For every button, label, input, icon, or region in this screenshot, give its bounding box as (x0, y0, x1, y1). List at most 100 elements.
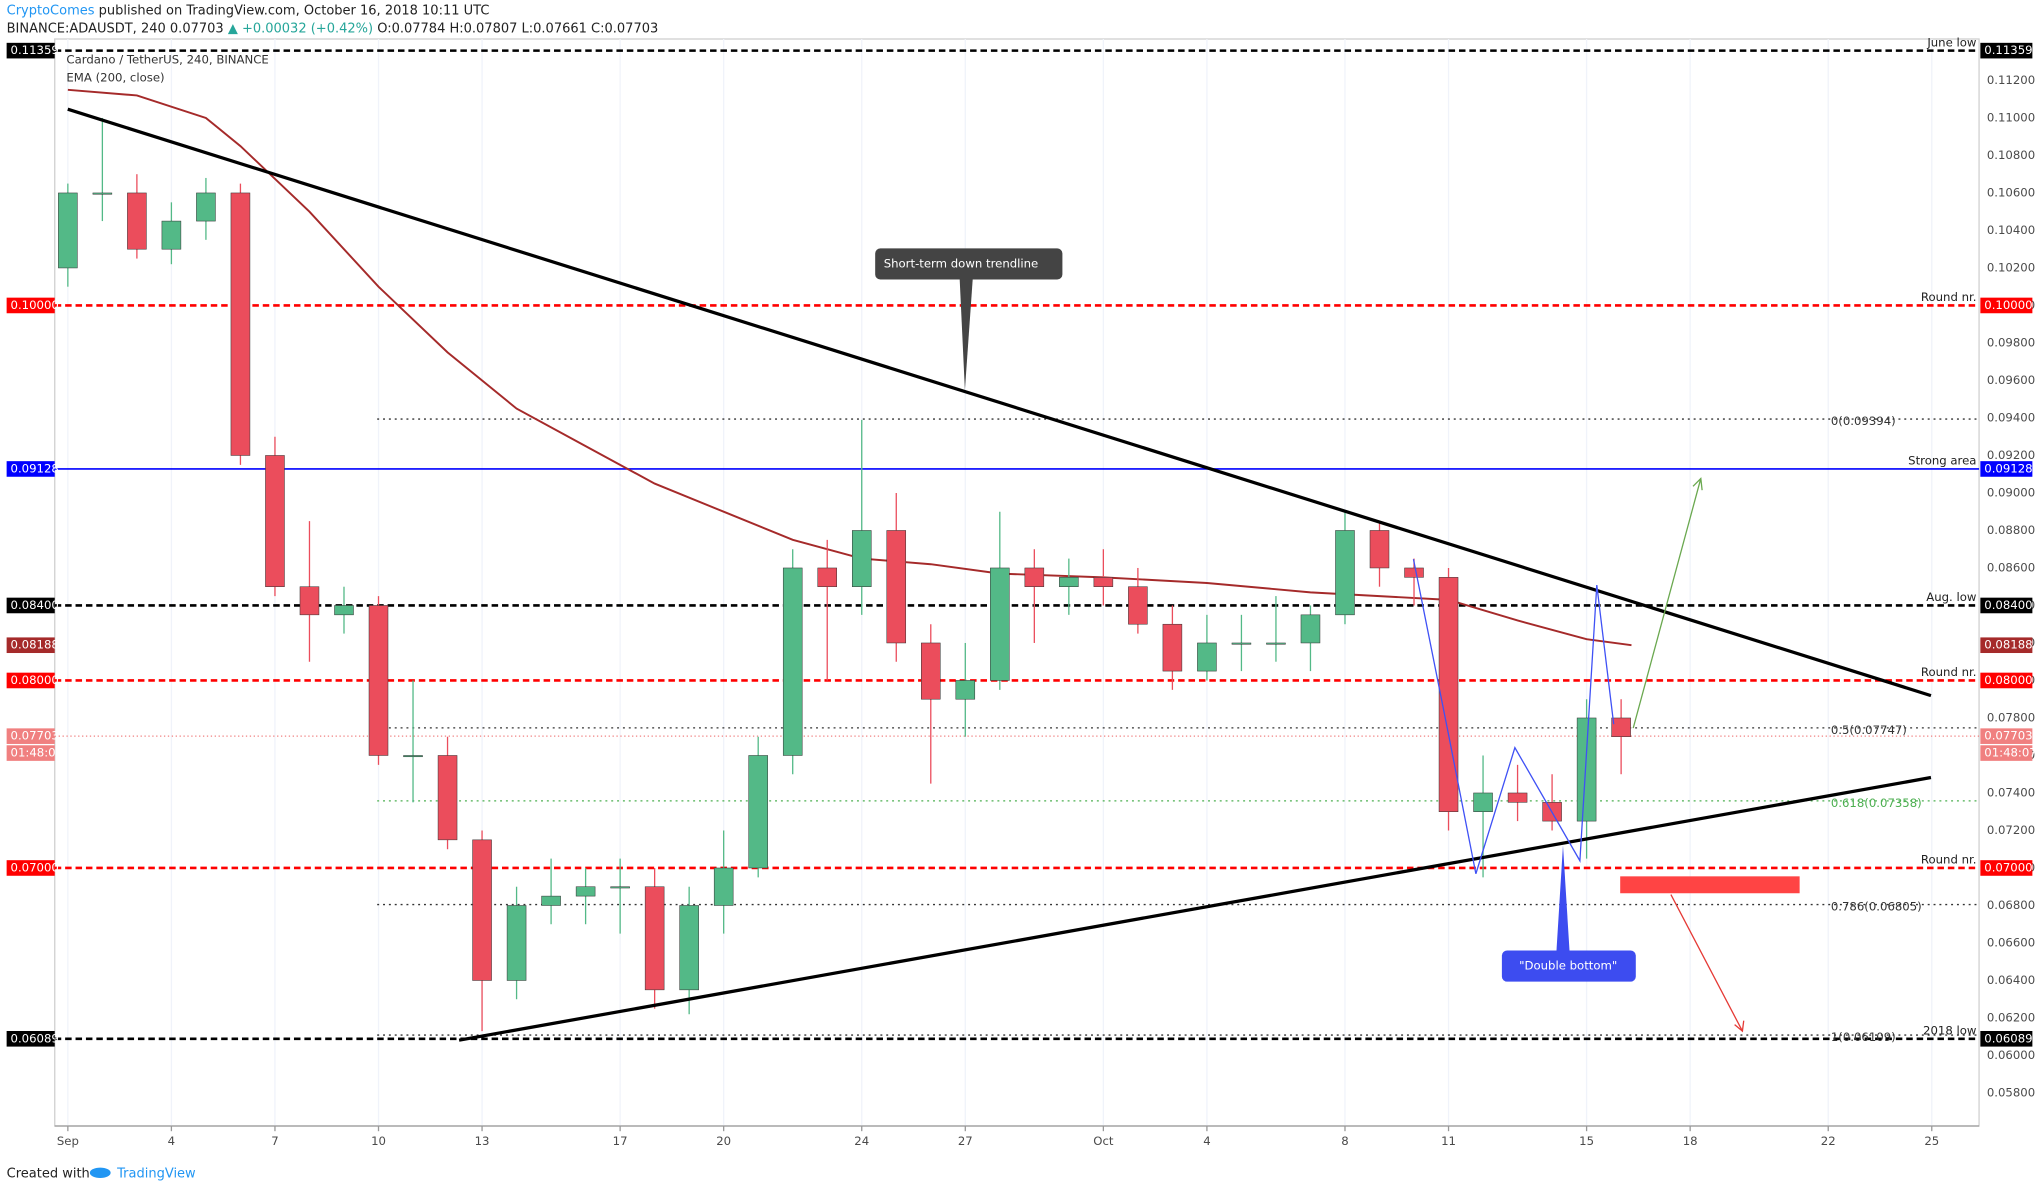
level-label: Round nr. (1921, 853, 1977, 867)
candle-body (1162, 623, 1183, 672)
last: 0.07703 (170, 21, 224, 36)
ema-tag: 0.08188 (1984, 638, 2032, 652)
x-tick-label: Sep (57, 1134, 79, 1148)
level-tag-box (6, 860, 55, 876)
change: ▲ +0.00032 (+0.42%) (228, 21, 373, 36)
y-tick-label: 0.08800 (1987, 523, 2035, 537)
candle (403, 680, 423, 803)
fib-label: 0.618(0.07358) (1831, 796, 1922, 810)
ema-tag-box (6, 637, 55, 654)
candle-body (1197, 642, 1217, 672)
candle-body (644, 886, 665, 991)
ema-legend: EMA (200, close) (66, 71, 164, 85)
candle (1128, 567, 1148, 634)
pattern-zigzag (1412, 558, 1615, 874)
candle-body (1507, 792, 1528, 803)
candle (437, 736, 458, 850)
candle (230, 183, 251, 465)
level-tag-box (1980, 42, 2033, 59)
y-tick-label: 0.09400 (1987, 410, 2035, 424)
level-tag: 0.06089 (1984, 1031, 2032, 1045)
candle (196, 177, 216, 240)
level-tag: 0.08000 (11, 673, 59, 687)
y-tick-label: 0.07400 (1987, 785, 2035, 799)
price-axis (1980, 39, 2039, 1126)
level-tag: 0.10000 (11, 298, 59, 312)
candle (58, 183, 78, 287)
level-tag: 0.08400 (11, 598, 59, 612)
candle (127, 174, 147, 259)
level-tag-box (1980, 1030, 2033, 1047)
candle-body (1231, 642, 1252, 645)
y-tick-label: 0.06000 (1987, 1048, 2035, 1062)
candle-body (1404, 567, 1424, 578)
level-tag-box (6, 672, 55, 689)
candle (1231, 614, 1252, 672)
candle-body (1335, 530, 1355, 616)
ema-tag: 0.08188 (11, 638, 59, 652)
y-tick-label: 0.09000 (1987, 485, 2035, 499)
ema (67, 88, 1632, 647)
x-tick-label: 17 (613, 1134, 628, 1148)
footer-brand[interactable]: TradingView (116, 1167, 196, 1182)
level-label: Round nr. (1921, 665, 1977, 679)
candle (851, 419, 872, 615)
level-tag-box (6, 42, 55, 59)
countdown-box (1980, 745, 2033, 761)
candle (921, 624, 941, 784)
y-tick-label: 0.06600 (1987, 935, 2035, 949)
fib-label: 1(0.06109) (1831, 1030, 1896, 1044)
y-tick-label: 0.07200 (1987, 823, 2035, 837)
y-tick-label: 0.10600 (1987, 185, 2035, 199)
arrow-head (1692, 477, 1703, 491)
candle (575, 867, 596, 925)
candle-body (575, 886, 596, 897)
candle (161, 202, 182, 265)
chart-title: Cardano / TetherUS, 240, BINANCE (66, 52, 268, 66)
candle-body (1576, 717, 1597, 822)
countdown: 01:48:07 (11, 746, 64, 760)
candle (541, 858, 561, 925)
candle (1093, 549, 1114, 606)
candle-body (437, 755, 458, 841)
candle-body (1093, 577, 1114, 587)
footer-created: Created with (7, 1167, 90, 1182)
x-tick-label: 4 (1203, 1134, 1210, 1148)
x-tick-label: 22 (1821, 1134, 1836, 1148)
candle (472, 830, 492, 1032)
fibonacci: 0(0.09394) 0.5(0.07747) 0.618(0.07358) 0.78… (377, 414, 1980, 1044)
candle-body (265, 455, 285, 587)
symbol: BINANCE:ADAUSDT, 240 (7, 21, 166, 36)
candle (1507, 764, 1528, 822)
candle-body (817, 567, 837, 587)
candle-body (1369, 530, 1390, 569)
candle (679, 886, 699, 1015)
fib-label: 0.786(0.06805) (1831, 900, 1922, 914)
price-tag-box (1980, 728, 2033, 744)
price-tag: 0.07703 (1984, 729, 2032, 743)
y-tick-label: 0.06800 (1987, 898, 2035, 912)
price-tag-box (6, 728, 55, 744)
y-tick-label: 0.10400 (1987, 223, 2035, 237)
callout (1501, 950, 1636, 982)
x-tick-label: 15 (1579, 1134, 1594, 1148)
candle-body (230, 192, 251, 456)
x-tick-label: 27 (958, 1134, 973, 1148)
candle-body (610, 886, 630, 889)
level-tag: 0.11359 (1984, 43, 2032, 57)
author[interactable]: CryptoComes (7, 3, 95, 18)
candle (1024, 549, 1045, 643)
candle-body (196, 192, 216, 222)
candle-body (1266, 642, 1286, 645)
candle (1266, 596, 1286, 662)
support-zone (1620, 876, 1800, 894)
countdown: 01:48:07 (1984, 746, 2037, 760)
level-tag-box (1980, 597, 2033, 614)
candle (955, 642, 976, 737)
level-tag: 0.09128 (11, 461, 59, 475)
candle-body (472, 839, 492, 981)
candle-body (748, 755, 768, 869)
published: published on TradingView.com, October 16… (99, 3, 490, 18)
